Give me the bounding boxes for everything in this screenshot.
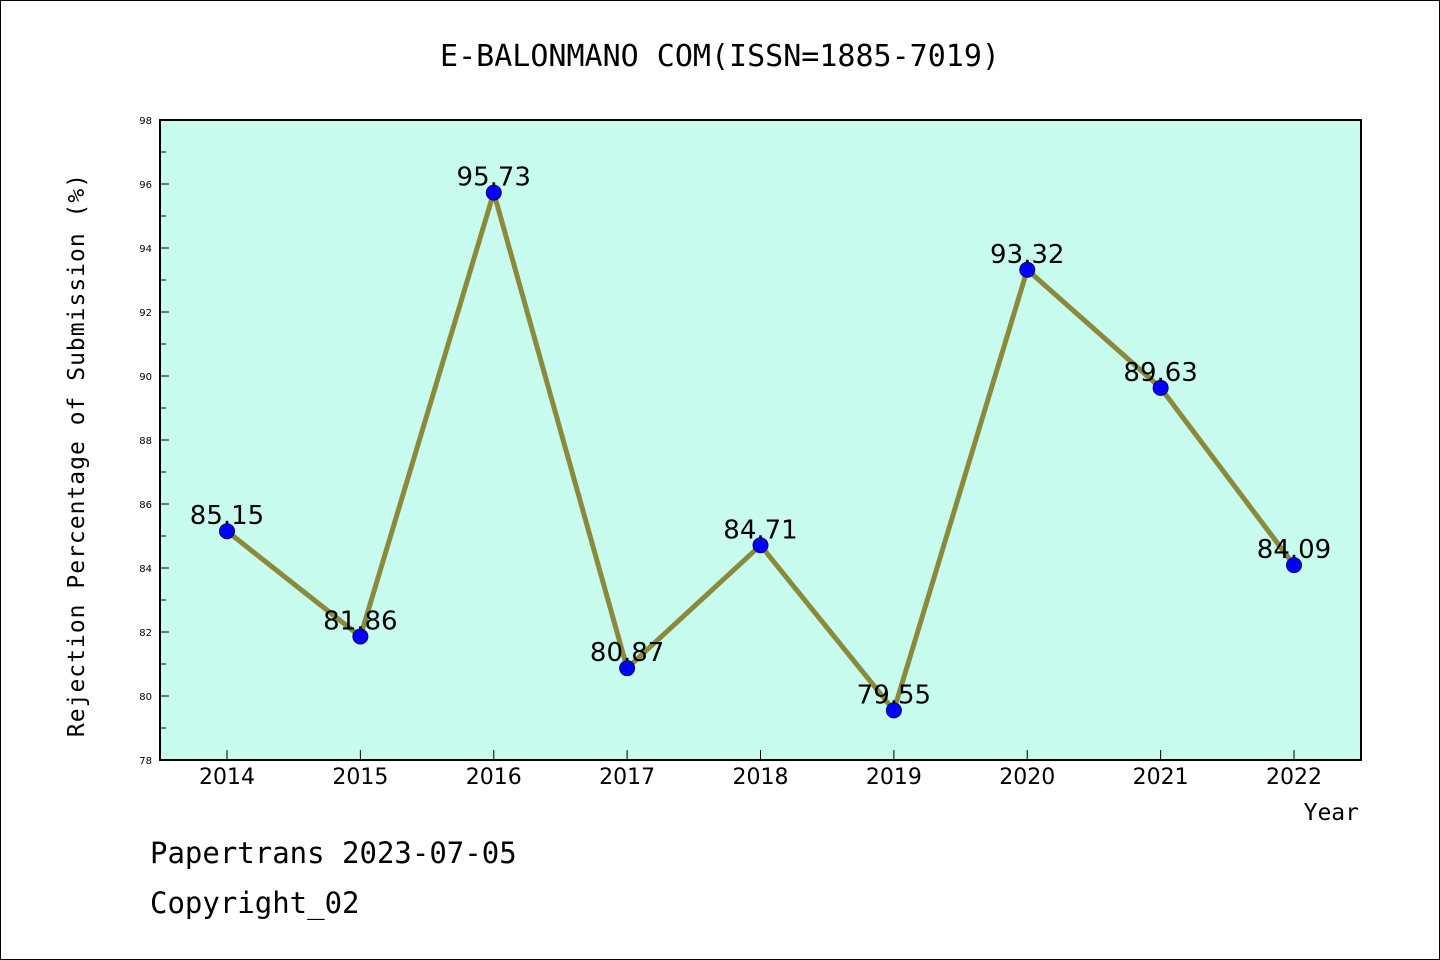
y-tick-label: 80 (139, 692, 152, 703)
x-tick-label: 2019 (866, 765, 922, 790)
y-axis-ticks: 78 80 82 84 86 88 90 92 94 96 98 (139, 116, 169, 767)
data-label: 93.32 (990, 240, 1064, 270)
footer-copyright-line: Copyright_02 (150, 886, 360, 920)
data-labels: 85.15 81.86 95.73 80.87 84.71 79.55 93.32 89.63… (190, 163, 1331, 711)
data-label: 79.55 (857, 680, 931, 710)
x-tick-label: 2018 (733, 765, 789, 790)
y-tick-label: 94 (139, 244, 152, 255)
y-tick-label: 84 (139, 564, 152, 575)
data-point (885, 702, 902, 719)
x-tick-label: 2016 (466, 765, 522, 790)
data-point (485, 184, 502, 201)
data-label: 80.87 (590, 638, 664, 668)
chart-title: E-BALONMANO COM(ISSN=1885-7019) (440, 39, 1000, 74)
data-label: 84.09 (1257, 535, 1331, 565)
y-tick-label: 90 (139, 372, 152, 383)
y-tick-label: 96 (139, 180, 152, 191)
data-label: 84.71 (723, 515, 797, 545)
y-tick-label: 82 (139, 628, 152, 639)
data-point (752, 537, 769, 554)
data-markers (219, 184, 1302, 719)
y-tick-label: 78 (139, 756, 152, 767)
data-label: 85.15 (190, 501, 264, 531)
x-tick-label: 2017 (599, 765, 655, 790)
x-axis-ticks: 2014 2015 2016 2017 2018 2019 2020 2021 2022 (199, 750, 1322, 790)
x-tick-label: 2022 (1266, 765, 1322, 790)
data-label: 89.63 (1123, 358, 1197, 388)
y-tick-label: 88 (139, 436, 152, 447)
footer-date-line: Papertrans 2023-07-05 (150, 836, 517, 870)
plot-area (159, 119, 1362, 761)
data-label: 95.73 (457, 163, 531, 193)
data-point (619, 660, 636, 677)
x-axis-label: Year (1304, 800, 1359, 826)
x-tick-label: 2020 (999, 765, 1055, 790)
y-axis-label: Rejection Percentage of Submission (%) (64, 173, 90, 737)
data-point (1152, 379, 1169, 396)
y-tick-label: 92 (139, 308, 152, 319)
data-point (1286, 557, 1302, 574)
y-tick-label: 98 (139, 116, 152, 127)
x-tick-label: 2015 (332, 765, 388, 790)
data-point (352, 628, 369, 645)
y-tick-label: 86 (139, 500, 152, 511)
data-point (1019, 261, 1036, 278)
x-tick-label: 2014 (199, 765, 255, 790)
x-tick-label: 2021 (1133, 765, 1189, 790)
data-point (219, 523, 235, 540)
data-label: 81.86 (323, 606, 397, 636)
